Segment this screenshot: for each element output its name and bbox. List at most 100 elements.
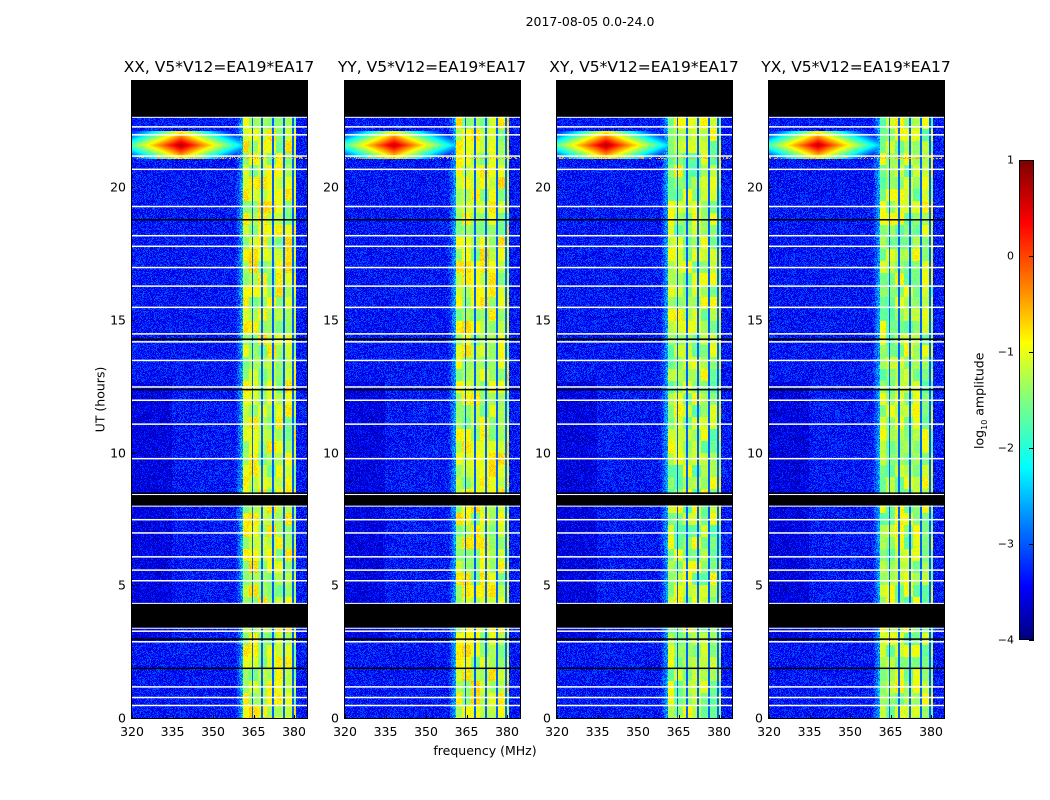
- x-tick-label: 365: [241, 724, 266, 739]
- y-tick-mark: [768, 319, 772, 321]
- x-tick-mark: [385, 715, 387, 719]
- x-tick-label: 320: [333, 724, 357, 739]
- y-tick-mark: [556, 187, 560, 189]
- x-tick-label: 350: [838, 724, 862, 739]
- x-tick-mark: [132, 715, 133, 719]
- x-tick-mark: [931, 715, 933, 719]
- heatmap-image: [557, 81, 732, 718]
- x-tick-label: 320: [757, 724, 781, 739]
- colorbar-label-sub: 10: [979, 419, 989, 430]
- y-tick-label: 0: [543, 710, 551, 726]
- y-tick-label: 15: [535, 312, 551, 328]
- x-tick-mark: [172, 715, 174, 719]
- colorbar-tick-mark: [1029, 256, 1034, 257]
- x-tick-label: 350: [414, 724, 438, 739]
- x-tick-mark: [466, 715, 468, 719]
- panel-title: XY, V5*V12=EA19*EA17: [549, 58, 739, 76]
- x-tick-label: 335: [373, 724, 398, 739]
- colorbar-tick-mark: [1029, 544, 1034, 545]
- x-tick-mark: [253, 715, 255, 719]
- y-tick-label: 5: [331, 577, 339, 593]
- heatmap-image: [132, 81, 307, 718]
- colorbar-tick-label: −3: [997, 537, 1014, 551]
- y-tick-label: 0: [755, 710, 763, 726]
- heatmap-image: [769, 81, 944, 718]
- y-tick-label: 10: [535, 445, 551, 461]
- x-tick-label: 320: [120, 724, 144, 739]
- y-tick-mark: [556, 718, 560, 719]
- x-tick-label: 350: [201, 724, 225, 739]
- y-tick-mark: [344, 187, 348, 189]
- x-tick-label: 380: [495, 724, 519, 739]
- y-tick-label: 20: [535, 179, 551, 195]
- x-tick-mark: [213, 715, 215, 719]
- panel-title: XX, V5*V12=EA19*EA17: [123, 58, 315, 76]
- x-tick-mark: [809, 715, 811, 719]
- y-tick-mark: [768, 452, 772, 454]
- x-tick-mark: [890, 715, 892, 719]
- y-tick-mark: [344, 718, 348, 719]
- y-tick-mark: [768, 187, 772, 189]
- x-tick-mark: [769, 715, 770, 719]
- x-tick-mark: [426, 715, 428, 719]
- colorbar-tick-label: −2: [997, 441, 1014, 455]
- y-tick-label: 10: [110, 445, 126, 461]
- y-tick-mark: [131, 585, 135, 587]
- x-tick-label: 365: [454, 724, 479, 739]
- x-tick-label: 365: [878, 724, 903, 739]
- panel-title: YX, V5*V12=EA19*EA17: [761, 58, 951, 76]
- y-tick-label: 15: [323, 312, 339, 328]
- x-tick-label: 350: [626, 724, 650, 739]
- x-tick-label: 335: [160, 724, 185, 739]
- y-tick-label: 5: [118, 577, 126, 593]
- heatmap-panel: [556, 80, 733, 719]
- y-tick-label: 0: [118, 710, 126, 726]
- y-tick-mark: [344, 585, 348, 587]
- y-tick-mark: [768, 585, 772, 587]
- x-tick-label: 380: [707, 724, 731, 739]
- colorbar-tick-label: 0: [1007, 249, 1014, 263]
- colorbar-label: log10 amplitude: [971, 341, 989, 461]
- colorbar-label-rest: amplitude: [971, 352, 987, 420]
- y-tick-mark: [131, 452, 135, 454]
- y-tick-label: 10: [747, 445, 763, 461]
- panel-title: YY, V5*V12=EA19*EA17: [337, 58, 527, 76]
- colorbar-tick-mark: [1029, 640, 1034, 641]
- x-tick-label: 380: [919, 724, 943, 739]
- heatmap-image: [345, 81, 520, 718]
- x-tick-label: 320: [545, 724, 569, 739]
- x-tick-mark: [719, 715, 721, 719]
- y-tick-label: 15: [110, 312, 126, 328]
- heatmap-panel: [131, 80, 308, 719]
- heatmap-panel: [768, 80, 945, 719]
- colorbar-tick-label: −1: [997, 345, 1014, 359]
- y-tick-mark: [131, 718, 135, 719]
- x-tick-mark: [557, 715, 558, 719]
- colorbar-label-log: log: [971, 429, 987, 449]
- y-tick-label: 0: [331, 710, 339, 726]
- x-tick-mark: [850, 715, 852, 719]
- x-tick-mark: [638, 715, 640, 719]
- y-tick-label: 20: [323, 179, 339, 195]
- y-tick-mark: [131, 319, 135, 321]
- y-tick-label: 5: [543, 577, 551, 593]
- y-axis-label: UT (hours): [92, 366, 108, 433]
- x-tick-label: 335: [585, 724, 610, 739]
- y-tick-label: 20: [747, 179, 763, 195]
- colorbar-tick-label: 1: [1007, 153, 1014, 167]
- colorbar-tick-mark: [1029, 448, 1034, 449]
- y-tick-mark: [556, 585, 560, 587]
- x-axis-label: frequency (MHz): [433, 743, 537, 758]
- y-tick-label: 10: [323, 445, 339, 461]
- colorbar-tick-mark: [1029, 160, 1034, 161]
- colorbar-tick-label: −4: [997, 633, 1014, 647]
- x-tick-mark: [294, 715, 296, 719]
- y-tick-mark: [344, 319, 348, 321]
- x-tick-mark: [678, 715, 680, 719]
- x-tick-label: 335: [797, 724, 822, 739]
- y-tick-mark: [768, 718, 772, 719]
- y-tick-label: 15: [747, 312, 763, 328]
- figure-title: 2017-08-05 0.0-24.0: [525, 14, 655, 29]
- x-tick-label: 365: [666, 724, 691, 739]
